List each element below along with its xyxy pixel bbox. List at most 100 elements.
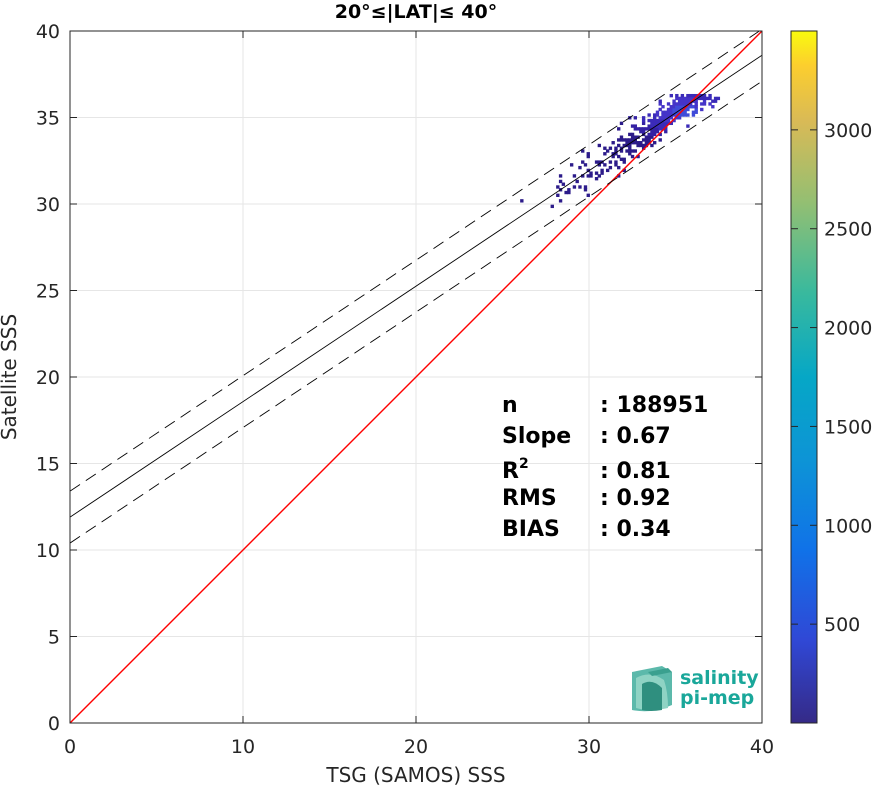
density-cell — [597, 160, 602, 164]
density-cloud — [520, 93, 721, 209]
density-cell — [686, 105, 690, 109]
density-cell — [633, 141, 638, 145]
density-cell — [700, 102, 704, 106]
density-cell — [650, 132, 654, 137]
colorbar-tick-label: 500 — [824, 614, 860, 636]
density-cell — [647, 118, 651, 123]
density-cell — [636, 127, 640, 131]
density-cell — [653, 132, 657, 137]
density-cell — [669, 110, 673, 114]
density-cell — [630, 132, 635, 137]
y-tick-label: 35 — [36, 108, 60, 130]
density-cell — [691, 110, 696, 114]
density-cell — [700, 107, 704, 112]
density-cell — [614, 163, 618, 167]
density-cell — [694, 110, 698, 114]
salinity-pi-mep-logo: salinity pi-mep — [632, 666, 759, 712]
density-cell — [619, 138, 624, 142]
logo-waves-icon — [632, 666, 672, 712]
density-cell — [675, 93, 679, 98]
density-cell — [691, 113, 696, 117]
density-cell — [661, 116, 665, 120]
density-cell — [641, 121, 646, 126]
density-cell — [583, 188, 588, 192]
density-cell — [583, 163, 588, 167]
colorbar-tick-label: 2500 — [824, 219, 872, 241]
density-cell — [647, 132, 651, 137]
density-cell — [630, 141, 635, 145]
density-cell — [644, 143, 649, 148]
density-cell — [608, 160, 613, 164]
density-cell — [661, 113, 665, 117]
density-cell — [694, 99, 698, 103]
density-cell — [664, 113, 668, 117]
density-cell — [556, 193, 560, 197]
density-cell — [661, 110, 665, 114]
density-cell — [658, 102, 662, 106]
density-cell — [578, 165, 582, 170]
density-cell — [641, 143, 646, 148]
colorbar-ticks: 500 1000 1500 2000 2500 3000 — [791, 120, 872, 636]
density-cell — [705, 96, 709, 101]
density-cell — [653, 124, 657, 128]
chart-title: 20°≤|LAT|≤ 40° — [335, 1, 498, 23]
density-cell — [680, 107, 685, 112]
colorbar-frame — [790, 30, 818, 724]
density-cell — [688, 102, 693, 106]
density-cell — [617, 127, 621, 131]
y-tick-label: 30 — [36, 194, 60, 216]
density-cell — [694, 96, 698, 101]
y-tick-label: 15 — [36, 454, 60, 476]
density-cell — [558, 199, 563, 203]
density-cell — [686, 93, 690, 98]
density-cell — [666, 118, 671, 123]
density-cell — [605, 149, 610, 153]
density-cell — [694, 107, 698, 112]
colorbar — [791, 31, 817, 723]
density-cell — [617, 174, 621, 178]
density-cell — [586, 174, 590, 178]
colorbar-tick-label: 1000 — [824, 515, 872, 537]
density-cell — [683, 99, 687, 103]
density-cell — [581, 174, 585, 178]
density-cell — [658, 118, 662, 123]
colorbar-tick-label: 1500 — [824, 416, 872, 438]
density-cell — [644, 138, 649, 142]
density-cell — [702, 93, 707, 98]
stat-value: : 0.81 — [600, 459, 671, 484]
density-cell — [594, 177, 599, 181]
density-cell — [694, 102, 698, 106]
y-tick-label: 20 — [36, 367, 60, 389]
axis-ticks: 0 10 20 30 40 0 5 10 15 20 25 30 35 40 — [36, 21, 774, 758]
density-cell — [672, 118, 676, 123]
density-cell — [575, 179, 579, 184]
density-cell — [622, 168, 626, 173]
density-cell — [688, 96, 693, 101]
density-cell — [655, 124, 660, 128]
density-cell — [630, 124, 635, 128]
density-cell — [611, 154, 615, 159]
density-cell — [586, 154, 590, 159]
density-cell — [628, 143, 632, 148]
density-cell — [677, 110, 682, 114]
density-cell — [647, 138, 651, 142]
colorbar-tick-label: 3000 — [824, 120, 872, 142]
stat-label: RMS — [502, 486, 557, 511]
density-cell — [686, 124, 690, 128]
density-cell — [658, 132, 662, 137]
density-cell — [664, 121, 668, 126]
density-cell — [641, 146, 646, 150]
density-cell — [680, 105, 685, 109]
density-cell — [605, 168, 610, 173]
density-cell — [622, 160, 626, 164]
density-cell — [708, 93, 712, 98]
density-cell — [672, 105, 676, 109]
density-cell — [614, 149, 618, 153]
stat-value: : 0.67 — [600, 424, 671, 449]
density-cell — [617, 154, 621, 159]
density-cell — [680, 113, 685, 117]
density-cell — [655, 118, 660, 123]
density-cell — [666, 102, 671, 106]
y-tick-label: 0 — [48, 713, 60, 735]
